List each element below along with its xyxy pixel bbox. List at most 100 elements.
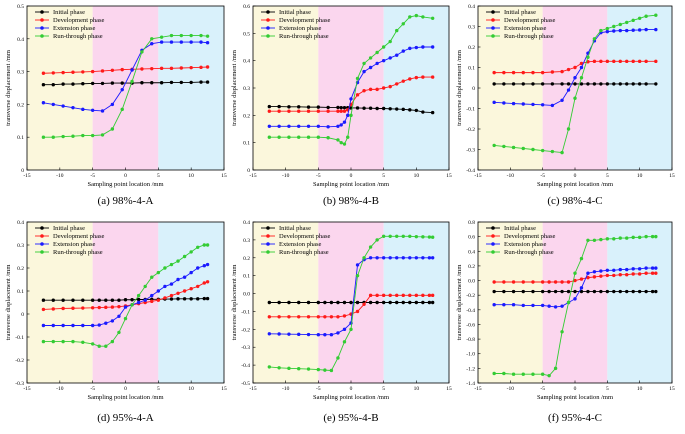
data-point bbox=[547, 304, 551, 308]
data-point bbox=[182, 275, 187, 279]
data-point bbox=[612, 273, 616, 278]
data-point bbox=[381, 58, 386, 63]
data-point bbox=[199, 33, 203, 38]
data-point bbox=[277, 300, 281, 305]
data-point bbox=[612, 24, 616, 29]
data-point bbox=[579, 61, 584, 66]
x-axis-label: Sampling point location /mm bbox=[537, 181, 613, 188]
y-tick-label: -0.2 bbox=[466, 127, 475, 133]
x-tick-label: -15 bbox=[474, 173, 482, 179]
data-point bbox=[566, 280, 571, 284]
data-point bbox=[51, 323, 55, 328]
y-tick-label: -0.2 bbox=[241, 327, 250, 333]
data-point bbox=[550, 82, 555, 86]
data-point bbox=[388, 293, 392, 298]
y-tick-label: 0.4 bbox=[243, 220, 250, 226]
data-point bbox=[342, 340, 347, 344]
data-point bbox=[631, 28, 635, 32]
legend-label: Run-through phase bbox=[504, 249, 554, 256]
data-point bbox=[41, 71, 46, 75]
data-point bbox=[430, 110, 435, 115]
data-point bbox=[625, 272, 629, 277]
data-point bbox=[492, 289, 496, 294]
y-tick-label: 0.4 bbox=[17, 220, 24, 226]
x-tick-label: -15 bbox=[23, 173, 31, 179]
legend-label: Initial phase bbox=[279, 225, 311, 232]
data-point bbox=[90, 108, 95, 113]
y-tick-label: 0.3 bbox=[243, 86, 250, 92]
data-point bbox=[90, 306, 95, 310]
y-tick-label: 0.4 bbox=[243, 59, 250, 65]
data-point bbox=[176, 259, 180, 263]
data-point bbox=[51, 339, 55, 344]
data-point bbox=[130, 298, 134, 302]
data-point bbox=[104, 321, 108, 325]
data-point bbox=[140, 81, 144, 85]
data-point bbox=[368, 65, 373, 70]
data-point bbox=[381, 293, 386, 298]
x-tick-label: 0 bbox=[124, 386, 127, 392]
data-point bbox=[110, 102, 115, 107]
data-point bbox=[579, 289, 584, 294]
legend-label: Initial phase bbox=[53, 225, 85, 232]
y-tick-label: -0.4 bbox=[241, 363, 250, 369]
y-tick-label: 0.4 bbox=[468, 249, 475, 255]
data-point bbox=[176, 291, 180, 295]
data-point bbox=[547, 280, 551, 284]
data-point bbox=[644, 27, 648, 32]
data-point bbox=[502, 101, 506, 105]
data-point bbox=[388, 256, 392, 260]
y-tick-label: 0 bbox=[472, 86, 475, 92]
data-point bbox=[421, 300, 425, 305]
data-point bbox=[381, 256, 386, 260]
data-point bbox=[163, 284, 167, 289]
x-tick-label: -15 bbox=[23, 386, 31, 392]
y-tick-label: 0.8 bbox=[468, 220, 475, 226]
data-point bbox=[401, 293, 405, 298]
x-tick-label: -10 bbox=[56, 173, 64, 179]
data-point bbox=[375, 238, 379, 242]
data-point bbox=[553, 366, 558, 371]
phase-region-1 bbox=[27, 222, 93, 383]
legend-marker bbox=[491, 242, 495, 246]
data-point bbox=[182, 289, 187, 293]
phase-region-1 bbox=[253, 6, 319, 170]
data-point bbox=[346, 113, 350, 118]
data-point bbox=[644, 59, 648, 64]
x-tick-label: 0 bbox=[350, 386, 353, 392]
data-point bbox=[521, 289, 525, 294]
data-point bbox=[573, 65, 577, 70]
data-point bbox=[306, 332, 311, 337]
x-tick-label: -10 bbox=[282, 173, 290, 179]
data-point bbox=[297, 315, 301, 319]
data-point bbox=[492, 70, 496, 75]
data-point bbox=[306, 300, 311, 305]
data-point bbox=[560, 280, 564, 284]
data-point bbox=[631, 267, 635, 271]
data-point bbox=[349, 97, 353, 101]
data-point bbox=[189, 33, 193, 38]
data-point bbox=[150, 42, 154, 46]
data-point bbox=[511, 82, 516, 86]
data-point bbox=[592, 238, 597, 242]
y-tick-label: 0.1 bbox=[243, 141, 250, 147]
data-point bbox=[316, 333, 321, 337]
data-point bbox=[550, 103, 555, 108]
data-point bbox=[323, 368, 327, 372]
data-point bbox=[81, 306, 85, 310]
data-point bbox=[388, 39, 392, 44]
x-tick-label: 5 bbox=[606, 386, 609, 392]
data-point bbox=[586, 55, 590, 59]
data-point bbox=[342, 300, 347, 305]
data-point bbox=[297, 109, 301, 113]
data-point bbox=[637, 59, 642, 64]
data-point bbox=[205, 65, 210, 69]
data-point bbox=[430, 293, 435, 298]
chart-panel-6: -15 -10 -5 0 5 10 15 -1.4 -1.2 -1.0 -0.8 -0.6 -0.4 -0… bbox=[456, 220, 675, 424]
data-point bbox=[511, 302, 516, 307]
data-point bbox=[342, 327, 347, 332]
legend-label: Run-through phase bbox=[53, 249, 103, 256]
data-point bbox=[329, 368, 334, 373]
data-point bbox=[408, 108, 412, 112]
data-point bbox=[110, 305, 115, 309]
